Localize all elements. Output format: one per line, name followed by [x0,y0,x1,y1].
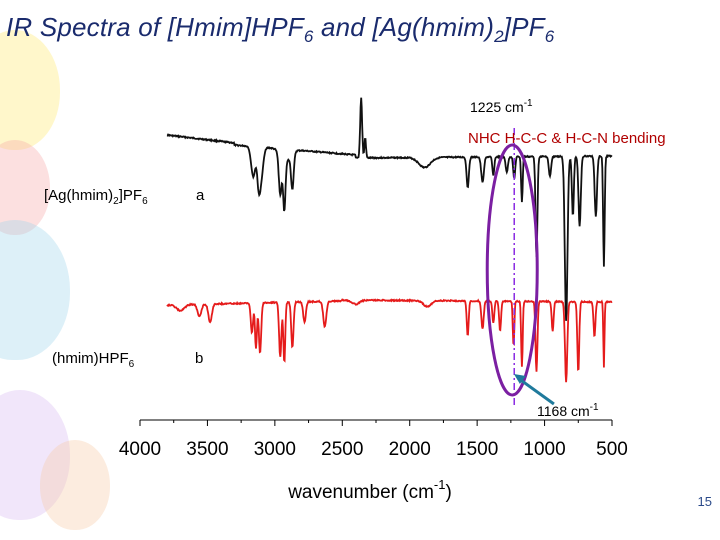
x-tick-label: 2500 [321,439,363,460]
x-tick-label: 1000 [523,439,565,460]
balloon-decoration [40,440,110,530]
series-b-name-main: (hmim)HPF [52,350,129,367]
series-a-name-sub: 6 [142,196,148,207]
title-subscript: 2 [494,27,504,47]
series-letter-b: b [195,350,203,367]
title-middle: and [Ag(hmim) [313,12,495,42]
series-a-name-sub: 2 [113,196,119,207]
annotation-1168: 1168 cm-1 [537,402,599,419]
arrow-1168-head [513,374,526,384]
x-axis-label-sup: -1 [434,477,446,492]
title-prefix: IR Spectra of [Hmim]HPF [6,12,304,42]
x-tick-label: 500 [596,439,628,460]
series-a-name-mid: ]PF [119,187,142,204]
series-label-b: (hmim)HPF6 [52,350,135,370]
series-a-line [166,97,613,321]
annotation-1168-base: 1168 cm [537,403,590,419]
series-label-a: [Ag(hmim)2]PF6 [44,187,148,207]
balloon-decoration [0,140,50,235]
series-b-line [166,298,613,383]
x-tick-label: 3500 [186,439,228,460]
x-tick-label: 3000 [254,439,296,460]
series-letter-a: a [196,187,205,204]
x-axis-label-close: ) [445,482,451,503]
annotation-1168-sup: -1 [590,402,599,413]
title-subscript: 6 [544,27,555,47]
slide-title: IR Spectra of [Hmim]HPF6 and [Ag(hmim)2]… [6,12,554,47]
series-b-name-sub: 6 [129,359,135,370]
highlight-ellipse [485,143,539,397]
title-subscript: 6 [303,27,314,47]
annotation-1225-sup: -1 [524,98,533,109]
annotation-1225: 1225 cm-1 [470,98,533,115]
x-tick-label: 2000 [389,439,431,460]
series-a-name-main: [Ag(hmim) [44,187,113,204]
annotation-bending: NHC H-C-C & H-C-N bending [468,130,666,147]
arrow-1168-shaft [517,376,555,406]
x-axis-label-base: wavenumber (cm [287,482,434,503]
slide-number: 15 [697,494,712,509]
annotation-1225-base: 1225 cm [470,99,524,115]
x-tick-label: 4000 [119,439,161,460]
x-tick-label: 1500 [456,439,498,460]
x-axis-label: wavenumber (cm-1) [287,477,452,503]
title-middle-2: ]PF [503,12,545,42]
